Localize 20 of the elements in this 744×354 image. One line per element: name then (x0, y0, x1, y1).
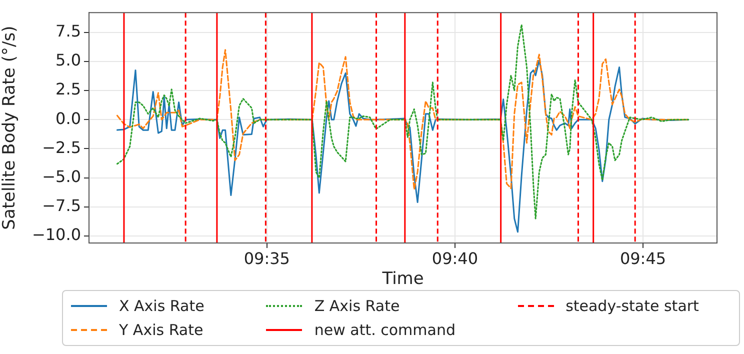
legend-label: new att. command (314, 321, 456, 339)
x-axis-title: Time (381, 269, 424, 290)
legend-label: Y Axis Rate (119, 321, 204, 339)
x-tick-label: 09:35 (244, 248, 290, 268)
line-series (116, 24, 690, 220)
y-tick-label: −10.0 (32, 225, 81, 244)
y-tick-label: −7.5 (42, 196, 81, 216)
y-tick-label: −2.5 (42, 138, 81, 157)
legend-label: X Axis Rate (119, 297, 204, 315)
legend-label: Z Axis Rate (314, 297, 400, 315)
y-tick-label: 5.0 (56, 50, 81, 70)
y-tick-label: 7.5 (56, 22, 81, 41)
y-axis-title: Satellite Body Rate (°/s) (0, 26, 20, 230)
y-tick-label: 0.0 (56, 108, 81, 128)
y-tick-label: −5.0 (42, 166, 81, 186)
legend-label: steady-state start (566, 297, 699, 315)
line-series (116, 49, 690, 190)
x-tick-label: 09:45 (620, 248, 666, 268)
y-tick-label: 2.5 (56, 80, 81, 99)
x-tick-label: 09:40 (432, 248, 478, 268)
